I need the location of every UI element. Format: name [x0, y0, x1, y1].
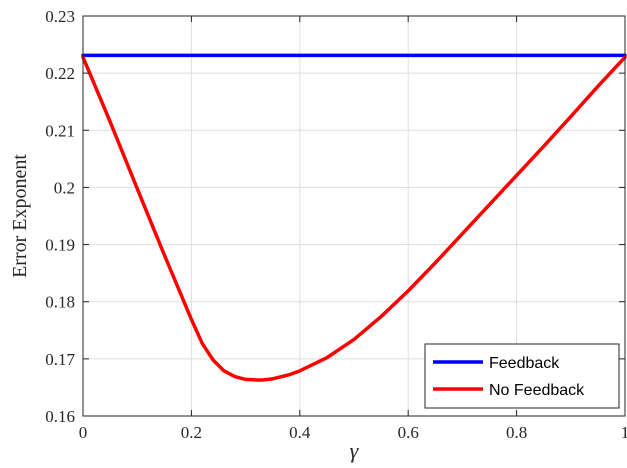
x-tick-label: 0.2: [181, 423, 202, 442]
y-axis-label: Error Exponent: [9, 154, 31, 278]
x-tick-label: 0.8: [506, 423, 527, 442]
x-axis-label: γ: [350, 438, 360, 463]
y-tick-label: 0.16: [45, 407, 75, 426]
x-axis-ticks: 0 0.2 0.4 0.6 0.8 1: [79, 16, 627, 442]
x-tick-label: 0.4: [289, 423, 311, 442]
y-tick-label: 0.17: [45, 350, 75, 369]
legend: Feedback No Feedback: [424, 343, 620, 409]
grid-lines: [83, 16, 625, 416]
y-tick-label: 0.18: [45, 293, 75, 312]
legend-label: No Feedback: [489, 382, 585, 399]
legend-label: Feedback: [489, 355, 560, 372]
y-tick-label: 0.23: [45, 7, 75, 26]
legend-box: [424, 343, 620, 409]
x-tick-label: 0: [79, 423, 88, 442]
plot-area-frame: [82, 15, 626, 417]
x-tick-label: 1: [621, 423, 627, 442]
y-tick-label: 0.22: [45, 64, 75, 83]
y-tick-label: 0.21: [45, 121, 75, 140]
x-tick-label: 0.6: [398, 423, 419, 442]
series-lines: [81, 53, 627, 382]
y-axis-ticks: 0.16 0.17 0.18 0.19 0.2 0.21 0.22 0.23: [45, 7, 625, 426]
y-tick-label: 0.19: [45, 236, 75, 255]
series-line-2: [81, 55, 627, 382]
y-tick-label: 0.2: [54, 178, 75, 197]
